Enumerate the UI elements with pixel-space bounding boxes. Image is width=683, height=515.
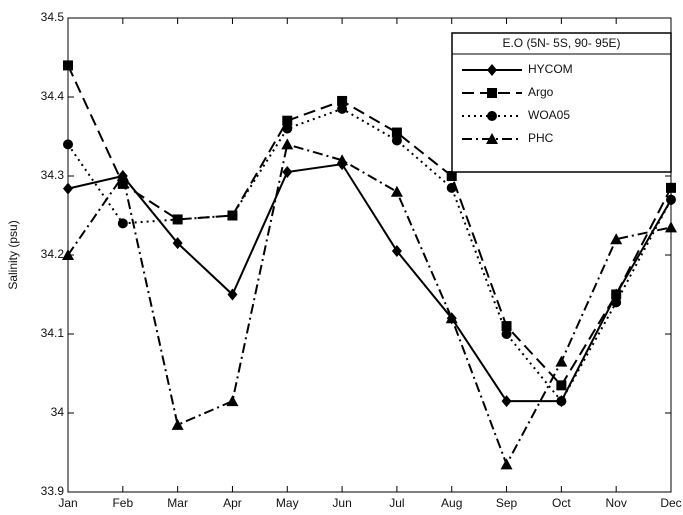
marker	[62, 249, 74, 260]
legend-title: E.O (5N- 5S, 90- 95E)	[502, 36, 620, 50]
y-tick-label: 34.1	[41, 326, 65, 340]
marker	[666, 194, 676, 205]
marker	[282, 115, 293, 126]
marker	[501, 395, 512, 408]
y-tick-label: 34.4	[41, 89, 65, 103]
x-tick-label: Nov	[606, 496, 627, 510]
y-tick-label: 33.9	[41, 484, 65, 498]
marker	[486, 133, 498, 144]
marker	[391, 245, 402, 258]
x-tick-label: Jan	[58, 496, 77, 510]
marker	[501, 329, 512, 339]
legend-label: Argo	[528, 85, 554, 99]
marker	[487, 88, 497, 98]
x-tick-label: Aug	[441, 496, 462, 510]
marker	[487, 64, 497, 76]
marker	[282, 123, 293, 134]
marker	[555, 355, 568, 367]
x-tick-label: Apr	[223, 496, 242, 510]
series-line	[67, 143, 672, 467]
marker	[63, 182, 73, 195]
marker	[226, 395, 239, 407]
y-tick-label: 34	[51, 405, 65, 419]
marker	[171, 418, 184, 430]
marker	[445, 312, 458, 324]
marker	[390, 185, 403, 197]
x-tick-label: Jun	[332, 496, 351, 510]
marker	[117, 218, 128, 229]
marker	[336, 154, 349, 166]
marker	[556, 380, 567, 391]
legend-label: PHC	[528, 131, 554, 145]
x-tick-label: Dec	[660, 496, 681, 510]
marker	[117, 178, 128, 189]
marker	[116, 170, 129, 181]
marker	[227, 210, 238, 221]
marker	[172, 214, 183, 225]
y-tick-label: 34.3	[41, 168, 65, 182]
marker	[666, 182, 676, 193]
marker	[172, 237, 183, 250]
marker	[227, 288, 238, 301]
y-tick-label: 34.2	[41, 247, 65, 261]
marker	[281, 138, 294, 150]
y-axis-label: Salinity (psu)	[6, 220, 20, 289]
marker	[63, 139, 73, 150]
marker	[501, 321, 512, 332]
marker	[337, 95, 348, 106]
x-tick-label: May	[276, 496, 299, 510]
series-line	[67, 163, 672, 403]
x-tick-label: Oct	[552, 496, 571, 510]
legend-label: HYCOM	[528, 62, 573, 76]
marker	[665, 221, 677, 233]
marker	[282, 166, 293, 179]
marker	[446, 182, 457, 193]
marker	[487, 111, 497, 121]
marker	[610, 233, 623, 245]
x-tick-label: Mar	[167, 496, 188, 510]
legend-box	[451, 32, 672, 173]
y-tick-label: 34.5	[41, 10, 65, 24]
marker	[611, 297, 622, 308]
marker	[337, 103, 348, 114]
series-line	[67, 64, 672, 388]
marker	[391, 127, 402, 138]
marker	[611, 289, 622, 300]
x-tick-label: Jul	[389, 496, 404, 510]
marker	[556, 396, 567, 407]
x-tick-label: Feb	[112, 496, 133, 510]
marker	[446, 171, 457, 181]
marker	[500, 458, 513, 470]
marker	[391, 135, 402, 146]
marker	[63, 60, 73, 71]
legend-label: WOA05	[528, 108, 570, 122]
x-tick-label: Sep	[496, 496, 518, 510]
